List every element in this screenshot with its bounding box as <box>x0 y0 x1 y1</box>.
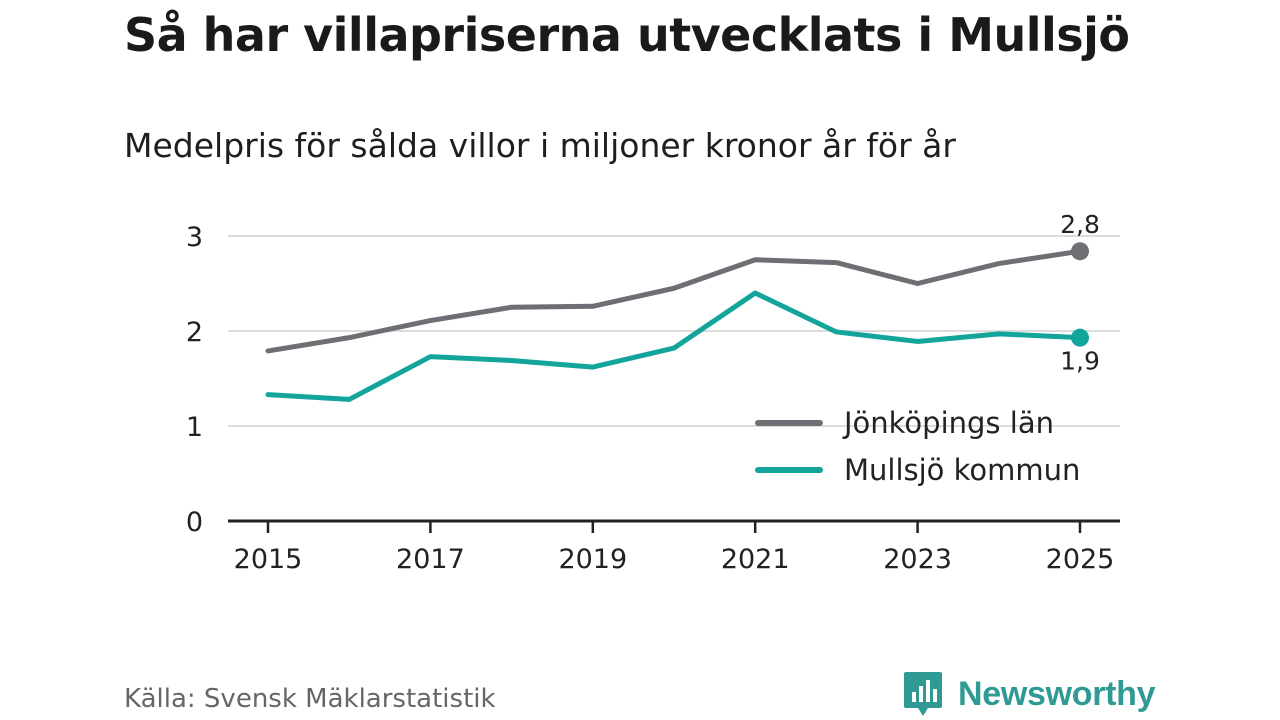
newsworthy-logo[interactable]: Newsworthy <box>902 670 1156 718</box>
y-tick-label: 1 <box>186 412 203 443</box>
x-tick-label: 2019 <box>558 544 627 575</box>
newsworthy-logo-icon <box>904 672 942 716</box>
chart-title: Så har villapriserna utvecklats i Mullsj… <box>124 8 1130 62</box>
x-tick-label: 2017 <box>396 544 465 575</box>
x-tick-label: 2025 <box>1046 544 1115 575</box>
series-line-mullsjo-kommun <box>265 290 1083 402</box>
source-note: Källa: Svensk Mäklarstatistik <box>124 684 496 714</box>
chart-subtitle: Medelpris för sålda villor i miljoner kr… <box>124 126 956 165</box>
x-tick-label: 2021 <box>721 544 790 575</box>
end-point-marker <box>1071 328 1089 347</box>
y-tick-label: 3 <box>186 222 203 253</box>
end-value-label: 2,8 <box>1060 210 1100 239</box>
y-tick-label: 0 <box>186 507 203 538</box>
legend-label[interactable]: Jönköpings län <box>842 406 1054 440</box>
x-tick-label: 2015 <box>234 544 303 575</box>
brand-name: Newsworthy <box>958 674 1156 713</box>
x-tick-label: 2023 <box>883 544 952 575</box>
y-tick-label: 2 <box>186 317 203 348</box>
legend-label[interactable]: Mullsjö kommun <box>844 453 1080 487</box>
end-point-marker <box>1071 242 1089 261</box>
end-value-label: 1,9 <box>1060 347 1100 376</box>
